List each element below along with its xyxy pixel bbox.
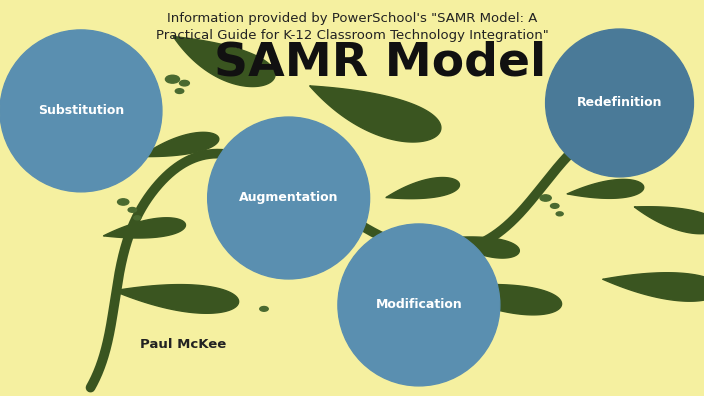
Text: Information provided by PowerSchool's "SAMR Model: A
Practical Guide for K-12 Cl: Information provided by PowerSchool's "S… (156, 12, 548, 42)
Text: SAMR Model: SAMR Model (214, 41, 546, 86)
Text: Paul McKee: Paul McKee (140, 338, 226, 351)
Circle shape (165, 75, 180, 83)
Circle shape (260, 307, 268, 311)
Circle shape (259, 227, 269, 232)
Polygon shape (386, 177, 460, 199)
Text: Modification: Modification (375, 299, 463, 311)
Circle shape (275, 244, 282, 248)
Circle shape (175, 89, 184, 93)
Polygon shape (446, 237, 520, 258)
Polygon shape (603, 273, 704, 301)
Ellipse shape (546, 29, 693, 177)
Circle shape (614, 156, 622, 161)
Polygon shape (103, 218, 185, 238)
Circle shape (128, 208, 137, 212)
Polygon shape (142, 132, 219, 156)
Polygon shape (113, 285, 239, 313)
Text: Redefinition: Redefinition (577, 97, 662, 109)
Circle shape (556, 212, 563, 216)
Circle shape (180, 80, 189, 86)
Text: Substitution: Substitution (38, 105, 124, 117)
Polygon shape (310, 86, 441, 142)
Ellipse shape (0, 30, 162, 192)
Circle shape (269, 235, 277, 240)
Circle shape (134, 216, 141, 220)
Polygon shape (567, 179, 643, 198)
Polygon shape (439, 284, 562, 315)
Circle shape (551, 204, 559, 208)
Ellipse shape (338, 224, 500, 386)
Text: Augmentation: Augmentation (239, 192, 339, 204)
Circle shape (118, 199, 129, 205)
Circle shape (540, 195, 551, 201)
Circle shape (603, 147, 615, 154)
Polygon shape (173, 36, 275, 87)
Ellipse shape (208, 117, 370, 279)
Circle shape (378, 242, 389, 249)
Polygon shape (634, 207, 704, 234)
